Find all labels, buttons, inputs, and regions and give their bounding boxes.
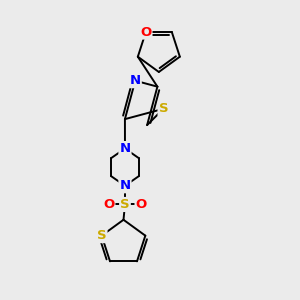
Text: S: S (158, 102, 168, 115)
Text: S: S (120, 198, 130, 211)
Text: O: O (103, 198, 114, 211)
Text: N: N (119, 179, 130, 192)
Text: S: S (97, 229, 106, 242)
Text: N: N (119, 142, 130, 155)
Text: N: N (130, 74, 141, 87)
Text: O: O (136, 198, 147, 211)
Text: O: O (140, 26, 152, 38)
